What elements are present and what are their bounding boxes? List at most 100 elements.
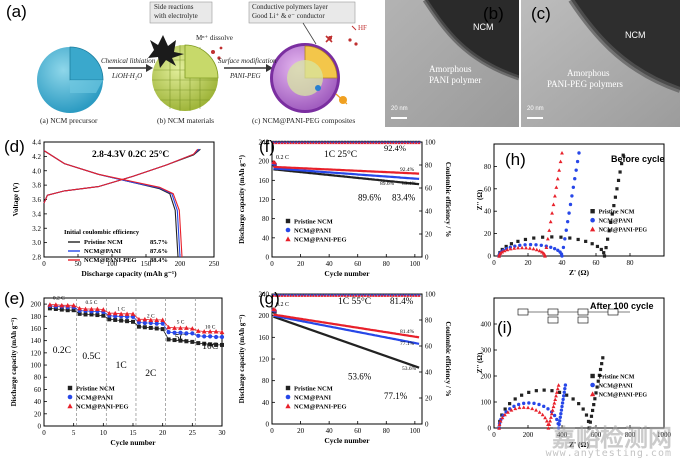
ce-point (309, 141, 313, 145)
eis-point (534, 243, 538, 247)
rate-point (213, 334, 219, 340)
ce-point (371, 141, 375, 145)
rate-point (178, 330, 183, 335)
ce-point (366, 141, 370, 145)
ce-point (280, 141, 284, 145)
panel-g-label: (g) (259, 289, 280, 308)
legend-marker (285, 236, 291, 242)
ce-point (357, 141, 361, 145)
x-axis-label: Discharge capacity (mAh g⁻¹) (81, 269, 177, 278)
caption-precursor: (a) NCM precursor (40, 116, 98, 125)
eis-point (620, 162, 624, 166)
eis-point (575, 159, 580, 164)
eis-point (522, 401, 526, 406)
x-tick-label: 200 (523, 431, 534, 439)
legend-entry: NCM@PANI-PEG (76, 404, 129, 411)
eis-point (598, 367, 603, 372)
eis-point (559, 408, 564, 412)
eis-point (563, 237, 567, 241)
y-tick-label: 100 (31, 362, 42, 370)
y-tick-label: 60 (484, 185, 492, 193)
capacity-line (273, 165, 420, 175)
y-tick-label: 40 (484, 208, 492, 216)
panel-c-label: (c) (531, 4, 551, 23)
ce-point (380, 141, 384, 145)
capacity-line (273, 313, 420, 339)
condition-label: 1C 55°C (338, 296, 371, 307)
eis-point (543, 415, 548, 420)
legend-entry: NCM@PANI (599, 219, 634, 225)
legend-entry: Pristine NCM (76, 386, 115, 393)
ce-point (354, 294, 358, 297)
y-tick-label: 0 (488, 253, 492, 261)
eis-point (526, 405, 530, 410)
eis-point (574, 168, 578, 172)
y-tick-label: 160 (259, 334, 270, 342)
ce-point (311, 294, 315, 297)
caption-composite: (c) NCM@PANI-PEG composites (252, 116, 356, 125)
rate-point (160, 317, 166, 322)
ce-point (389, 141, 393, 145)
ce-point (329, 141, 333, 145)
rate-point (95, 313, 100, 318)
rate-point (172, 330, 177, 335)
ce-point (377, 141, 381, 145)
ce-point (414, 294, 418, 297)
eis-point (534, 408, 538, 412)
rate-point (166, 330, 171, 335)
x-tick-label: 0 (492, 431, 496, 439)
eis-point (540, 412, 545, 417)
ce-point (389, 294, 393, 297)
panel-b-label: (b) (483, 4, 504, 23)
x-tick-label: 40 (326, 260, 334, 268)
y-tick-label: 3.8 (32, 182, 41, 190)
ce-point (383, 141, 387, 145)
ce-point (417, 294, 421, 297)
legend-marker (285, 394, 291, 400)
rate-label-small: 2 C (147, 314, 155, 320)
eis-point (613, 195, 618, 199)
rate-label-small: 1 C (117, 306, 125, 312)
eis-point (498, 251, 503, 255)
rate-point (190, 331, 195, 336)
rate-label-small: 0.2 C (53, 295, 65, 301)
ce-point (331, 141, 335, 145)
ce-point (297, 141, 301, 145)
retention-1: 89.6% (358, 192, 382, 202)
eis-point (551, 202, 556, 207)
eis-point (592, 403, 596, 407)
eis-point (505, 247, 510, 252)
legend-marker (67, 403, 73, 409)
circuit-element (517, 308, 529, 316)
ce-point (380, 294, 384, 297)
tem-texture-b (385, 0, 519, 127)
eis-point (597, 373, 601, 377)
eis-point (504, 244, 508, 249)
y-tick-label: 3.4 (32, 210, 41, 218)
ce-point (386, 141, 390, 145)
y-axis-label: Voltage (V) (12, 182, 20, 216)
eis-point (502, 248, 507, 253)
rate-point (53, 302, 59, 307)
eis-point (503, 407, 507, 411)
ce-point (311, 141, 315, 145)
x-tick-label: 80 (383, 260, 391, 268)
ce-point (306, 294, 310, 297)
eis-point (600, 362, 604, 366)
ce-point (274, 294, 278, 297)
eis-point (616, 178, 621, 182)
rate-label-big: 2C (145, 369, 156, 379)
legend-marker (590, 209, 595, 214)
ce-point (386, 294, 390, 297)
x-tick-label: 150 (141, 260, 152, 268)
ce-point (400, 141, 404, 145)
y-tick-label: 40 (262, 399, 270, 407)
coat-label-b-1: Amorphous (429, 64, 472, 74)
eis-point (500, 415, 505, 420)
eis-point (594, 391, 598, 395)
rate-note: 0.2 C (276, 302, 289, 308)
legend-marker (590, 217, 595, 223)
eis-point (561, 397, 565, 402)
rate-point (77, 311, 82, 316)
circuit-cpe (547, 316, 559, 324)
